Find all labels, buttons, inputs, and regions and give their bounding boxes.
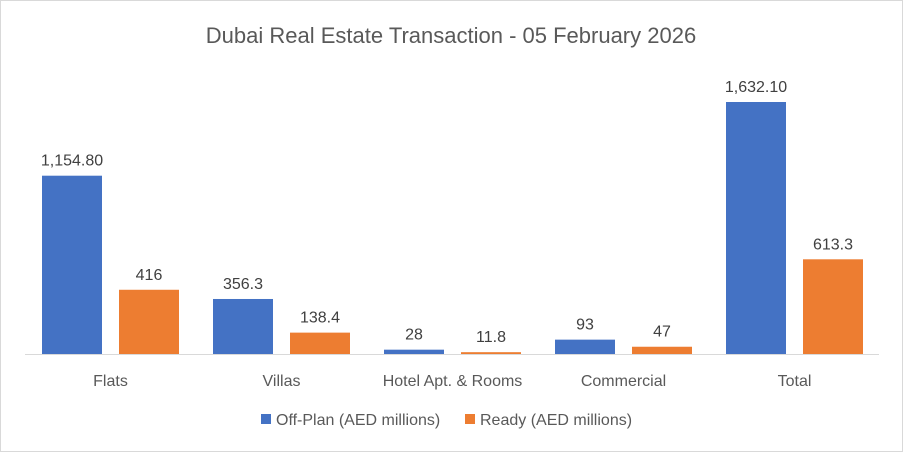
bar-ready-3 bbox=[632, 346, 692, 354]
bar-ready-4 bbox=[803, 259, 863, 354]
bar-off-plan-2 bbox=[384, 349, 444, 354]
bar-ready-2 bbox=[461, 352, 521, 354]
legend-swatch-ready bbox=[465, 414, 475, 424]
data-label-ready-3: 47 bbox=[653, 324, 671, 341]
chart-title: Dubai Real Estate Transaction - 05 Febru… bbox=[206, 23, 696, 48]
category-label-1: Villas bbox=[263, 373, 301, 390]
data-label-off-plan-4: 1,632.10 bbox=[725, 79, 787, 96]
bar-off-plan-1 bbox=[213, 298, 273, 354]
category-label-3: Commercial bbox=[581, 373, 666, 390]
bar-off-plan-4 bbox=[726, 102, 786, 354]
bar-ready-1 bbox=[290, 332, 350, 354]
legend-label-off-plan: Off-Plan (AED millions) bbox=[276, 412, 440, 429]
data-label-ready-4: 613.3 bbox=[813, 236, 853, 253]
data-label-off-plan-2: 28 bbox=[405, 327, 423, 344]
data-label-ready-2: 11.8 bbox=[476, 329, 506, 346]
legend-label-ready: Ready (AED millions) bbox=[480, 412, 632, 429]
category-label-0: Flats bbox=[93, 373, 128, 390]
data-label-ready-1: 138.4 bbox=[300, 310, 340, 327]
legend-swatch-off-plan bbox=[261, 414, 271, 424]
bars-layer bbox=[42, 102, 863, 354]
bar-off-plan-0 bbox=[42, 175, 102, 354]
category-label-4: Total bbox=[778, 373, 812, 390]
data-label-off-plan-1: 356.3 bbox=[223, 276, 263, 293]
bar-ready-0 bbox=[119, 289, 179, 354]
legend: Off-Plan (AED millions) Ready (AED millio… bbox=[261, 412, 632, 429]
data-label-off-plan-3: 93 bbox=[576, 317, 594, 334]
category-label-2: Hotel Apt. & Rooms bbox=[383, 373, 523, 390]
category-labels-layer: Flats Villas Hotel Apt. & Rooms Commercial T… bbox=[93, 373, 811, 390]
data-label-ready-0: 416 bbox=[136, 267, 163, 284]
bar-off-plan-3 bbox=[555, 339, 615, 354]
data-labels-layer: 1,154.80 416 356.3 138.4 28 11.8 93 47 1,632.10 6… bbox=[41, 79, 853, 346]
data-label-off-plan-0: 1,154.80 bbox=[41, 153, 103, 170]
